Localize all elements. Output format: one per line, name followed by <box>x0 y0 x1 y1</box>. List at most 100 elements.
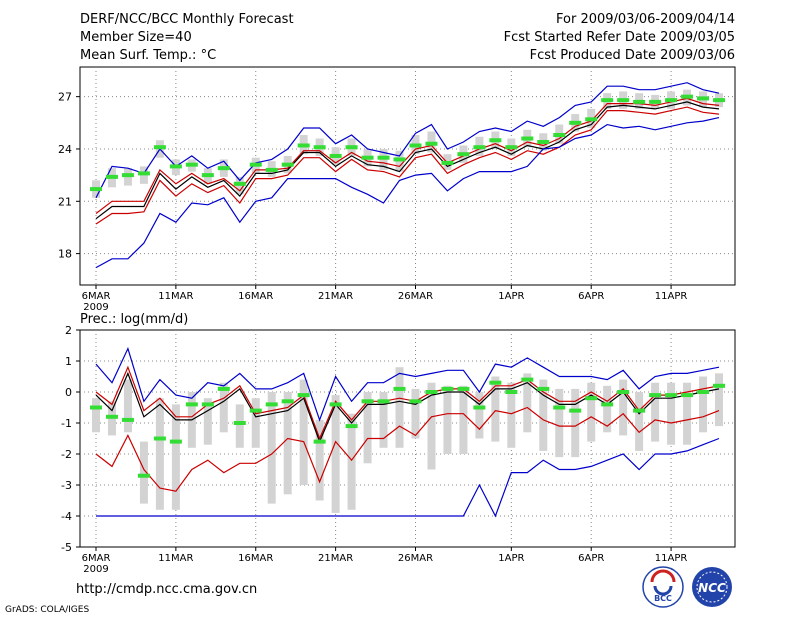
ncc-logo: NCC <box>692 567 732 607</box>
precip-variable-label: Prec.: log(mm/d) <box>80 312 188 327</box>
prec-box <box>235 404 244 448</box>
temp-median-marker <box>425 141 438 146</box>
prec-box <box>283 392 292 495</box>
prec-lower-inner-line <box>95 406 720 492</box>
prec-box <box>603 385 612 433</box>
produced-date-label: Fcst Produced Date 2009/03/06 <box>529 48 735 63</box>
temp-median-marker <box>105 174 118 179</box>
prec-median-marker <box>617 390 630 394</box>
prec-box <box>139 441 148 504</box>
temp-ytick-label: 21 <box>58 195 72 208</box>
temp-upper-inner-line <box>95 97 720 214</box>
temp-xtick-label: 6MAR <box>82 291 111 302</box>
prec-box <box>651 382 660 442</box>
temp-median-marker <box>697 96 710 101</box>
temp-median-marker <box>265 167 278 172</box>
temp-median-marker <box>409 143 422 148</box>
prec-xtick-label: 11APR <box>655 553 688 564</box>
temp-upper-outer-line <box>95 82 720 199</box>
temperature-panel: 18 21 24 27 6MAR 11MAR 16MAR 21MAR 26MAR 1APR 6APR… <box>58 66 736 313</box>
temp-ytick-label: 27 <box>58 91 72 104</box>
grads-credit: GrADS: COLA/IGES <box>5 605 90 615</box>
prec-xtick-label: 6MAR <box>82 553 111 564</box>
prec-median-marker <box>169 439 182 444</box>
bcc-logo: BCC <box>642 566 684 608</box>
prec-median-marker <box>537 386 550 391</box>
prec-box <box>427 382 436 470</box>
member-size-label: Member Size=40 <box>80 30 192 45</box>
prec-median-marker <box>649 393 662 398</box>
temp-xtick-label: 16MAR <box>238 291 273 302</box>
prec-box <box>635 392 644 451</box>
temp-median-marker <box>585 117 598 122</box>
temp-xtick-label: 11MAR <box>158 291 193 302</box>
temp-median-marker <box>201 173 214 178</box>
prec-box <box>619 379 628 436</box>
prec-xtick-label: 6APR <box>578 553 604 564</box>
temp-median-marker <box>233 181 246 186</box>
prec-median-marker <box>393 386 406 391</box>
prec-box <box>555 388 564 458</box>
temp-median-marker <box>361 155 374 160</box>
prec-box <box>299 379 308 485</box>
temp-median-marker <box>681 94 694 99</box>
source-url: http://cmdp.ncc.cma.gov.cn <box>76 582 258 597</box>
prec-median-marker <box>377 399 390 404</box>
temp-year-label: 2009 <box>83 302 108 313</box>
temp-median-marker <box>313 145 326 150</box>
prec-lower-outer-line <box>96 437 720 518</box>
started-date-label: Fcst Started Refer Date 2009/03/05 <box>503 30 735 45</box>
prec-box <box>251 398 260 448</box>
prec-median-marker <box>713 383 725 388</box>
prec-median-marker <box>681 393 694 398</box>
prec-median-marker <box>121 417 134 422</box>
temp-median-marker <box>297 143 310 148</box>
prec-box <box>475 392 484 439</box>
prec-box <box>523 373 532 433</box>
temp-xtick-label: 11APR <box>655 291 688 302</box>
prec-median-marker <box>425 390 438 394</box>
prec-upper-outer-line <box>95 346 720 422</box>
temp-median-marker <box>90 187 102 192</box>
prec-box <box>459 385 468 454</box>
prec-box <box>443 385 452 454</box>
prec-xtick-label: 16MAR <box>238 553 273 564</box>
temp-median-marker <box>505 145 518 150</box>
prec-median-marker <box>569 408 582 413</box>
prec-box <box>203 398 212 445</box>
prec-box <box>92 398 100 433</box>
prec-box <box>331 395 340 513</box>
prec-box <box>667 382 676 445</box>
temp-median-marker <box>393 157 406 162</box>
prec-ytick-label: -5 <box>61 541 72 554</box>
prec-median-marker <box>409 399 422 404</box>
temp-median-marker <box>473 145 486 150</box>
prec-box <box>571 388 580 458</box>
prec-median-marker <box>297 393 310 398</box>
forecast-period-label: For 2009/03/06-2009/04/14 <box>556 12 735 27</box>
prec-box <box>699 376 708 433</box>
prec-ytick-label: -1 <box>61 417 72 430</box>
prec-box <box>715 373 723 427</box>
prec-median-marker <box>201 402 214 407</box>
prec-median-marker <box>90 405 102 410</box>
prec-mean-line <box>95 371 720 444</box>
prec-box <box>219 382 228 433</box>
prec-upper-inner-line <box>95 365 720 441</box>
prec-median-marker <box>553 405 566 410</box>
prec-median-marker <box>105 414 118 419</box>
prec-box <box>155 398 164 510</box>
temp-median-marker <box>713 98 725 103</box>
prec-year-label: 2009 <box>83 564 108 575</box>
prec-plot-frame <box>79 329 736 548</box>
temp-median-marker <box>457 152 470 157</box>
temp-median-marker <box>281 162 294 167</box>
prec-median-marker <box>185 402 198 407</box>
prec-ytick-label: 2 <box>65 324 72 337</box>
temp-median-marker <box>521 136 534 141</box>
prec-ytick-label: 0 <box>65 386 72 399</box>
prec-median-marker <box>233 421 246 425</box>
temp-median-marker <box>217 166 230 171</box>
prec-median-marker <box>345 424 358 429</box>
